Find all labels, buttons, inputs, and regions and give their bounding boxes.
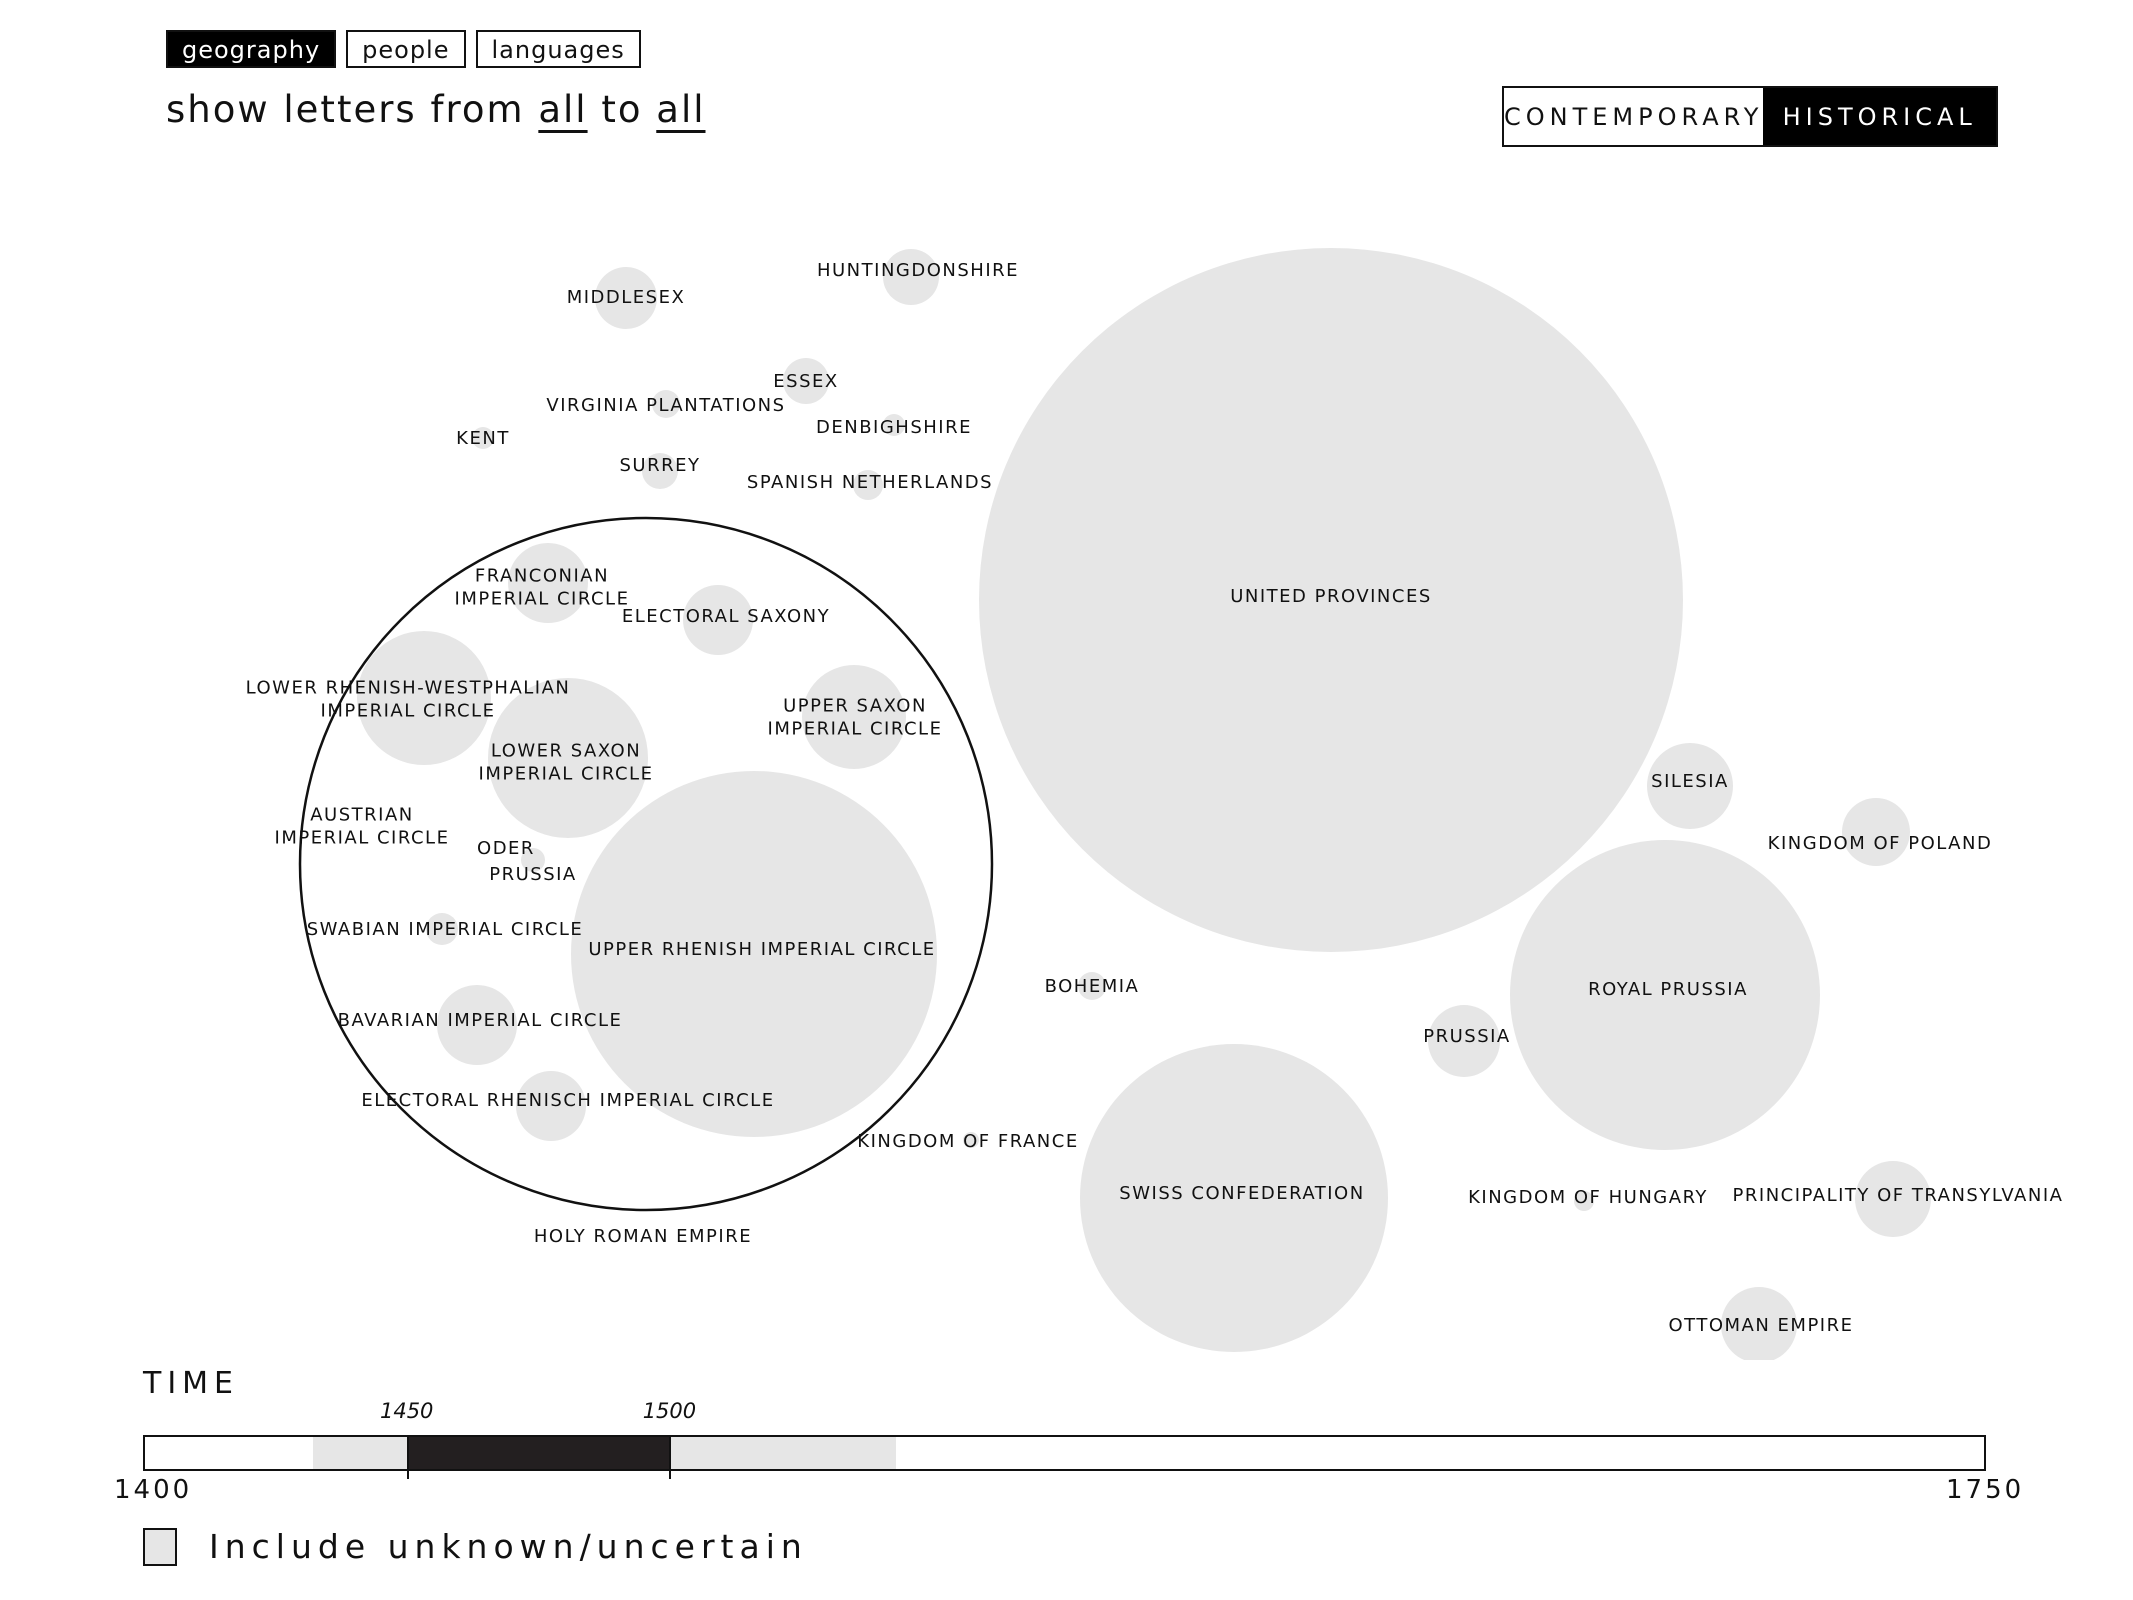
bubble-bohemia[interactable] [1078,972,1106,1000]
bubble-label-hre-prussia: PRUSSIA [489,864,577,885]
bubble-united-provinces[interactable] [979,248,1683,952]
bubble-hre-upper-rhenish-imperial-circle[interactable] [571,771,937,1137]
bubble-kingdom-of-hungary[interactable] [1574,1191,1594,1211]
bubble-label-hre-swabian-imperial-circle: SWABIAN IMPERIAL CIRCLE [307,919,584,940]
bubble-hre-swabian-imperial-circle[interactable] [426,913,458,945]
bubble-denbighshire[interactable] [883,414,905,436]
bubble-group-holy-roman-empire[interactable] [298,516,994,1212]
bubble-label-hre-lower-saxon-imperial-circle: LOWER SAXON IMPERIAL CIRCLE [479,741,654,785]
bubble-virginia-plantations[interactable] [652,390,680,418]
bubble-hre-electoral-rhenisch-imperial-circle[interactable] [516,1071,586,1141]
tab-languages[interactable]: languages [475,30,641,68]
bubble-label-hre-franconian-imperial-circle: FRANCONIAN IMPERIAL CIRCLE [455,566,630,610]
bubble-kingdom-of-poland[interactable] [1842,798,1910,866]
bubble-hre-franconian-imperial-circle[interactable] [508,543,588,623]
bubble-label-hre-electoral-saxony: ELECTORAL SAXONY [622,606,830,627]
bubble-label-kent: KENT [456,428,510,449]
bubble-label-hre-upper-rhenish-imperial-circle: UPPER RHENISH IMPERIAL CIRCLE [588,939,935,960]
bubble-kingdom-of-france[interactable] [963,1132,979,1148]
filter-from-selector[interactable]: all [538,88,588,131]
bubble-prussia[interactable] [1428,1005,1500,1077]
bubble-label-principality-of-transylvania: PRINCIPALITY OF TRANSYLVANIA [1733,1185,2064,1206]
view-tabs: geography people languages [166,30,641,68]
bubble-label-virginia-plantations: VIRGINIA PLANTATIONS [546,395,785,416]
bubble-hre-lower-rhenish-westphalian-imperial-circle[interactable] [357,631,491,765]
historical-toggle-button[interactable]: HISTORICAL [1763,88,1996,145]
bubble-label-swiss-confederation: SWISS CONFEDERATION [1119,1183,1364,1204]
bubble-hre-electoral-saxony[interactable] [683,585,753,655]
bubble-label-hre-austrian-imperial-circle: AUSTRIAN IMPERIAL CIRCLE [275,805,450,849]
bubble-label-silesia: SILESIA [1651,771,1729,792]
tab-geography[interactable]: geography [166,30,337,68]
bubble-label-spanish-netherlands: SPANISH NETHERLANDS [747,472,993,493]
include-unknown-row: Include unknown/uncertain [143,1527,808,1566]
bubble-middlesex[interactable] [595,267,657,329]
bubble-kent[interactable] [472,427,494,449]
include-unknown-label: Include unknown/uncertain [209,1527,808,1566]
filter-connector: to [601,88,643,131]
bubble-ottoman-empire[interactable] [1721,1287,1797,1360]
timeline-start-handle[interactable]: 1450 [380,1399,433,1479]
bubble-surrey[interactable] [642,453,678,489]
bubble-label-hre-lower-rhenish-westphalian-imperial-circle: LOWER RHENISH-WESTPHALIAN IMPERIAL CIRCLE [246,678,571,722]
bubble-label-kingdom-of-hungary: KINGDOM OF HUNGARY [1468,1187,1708,1208]
timeline-axis-min-label: 1400 [114,1475,193,1505]
time-title: TIME [143,1366,240,1401]
bubble-huntingdonshire[interactable] [883,249,939,305]
bubble-label-huntingdonshire: HUNTINGDONSHIRE [817,260,1019,281]
timeline-slider[interactable]: 1450 1500 [143,1399,1986,1479]
bubble-label-hre-upper-saxon-imperial-circle: UPPER SAXON IMPERIAL CIRCLE [768,696,943,740]
region-bubble-chart: HUNTINGDONSHIRE MIDDLESEX ESSEX VIRGINIA PL… [246,248,2064,1360]
timeline-selected-range[interactable] [407,1437,671,1469]
bubble-label-ottoman-empire: OTTOMAN EMPIRE [1669,1315,1854,1336]
bubble-silesia[interactable] [1647,743,1733,829]
bubble-hre-bavarian-imperial-circle[interactable] [437,985,517,1065]
bubble-principality-of-transylvania[interactable] [1855,1161,1931,1237]
filter-prefix: show letters from [166,88,525,131]
timeline-end-label: 1500 [642,1399,697,1423]
bubble-swiss-confederation[interactable] [1080,1044,1388,1352]
bubble-label-middlesex: MIDDLESEX [567,287,686,308]
timeline-end-handle[interactable]: 1500 [643,1399,696,1479]
bubble-label-holy-roman-empire: HOLY ROMAN EMPIRE [534,1226,752,1247]
bubble-label-bohemia: BOHEMIA [1045,976,1140,997]
include-unknown-checkbox[interactable] [143,1527,177,1566]
timeline-start-label: 1450 [379,1399,434,1423]
bubble-label-hre-electoral-rhenisch-imperial-circle: ELECTORAL RHENISCH IMPERIAL CIRCLE [361,1090,774,1111]
tab-people[interactable]: people [346,30,466,68]
contemporary-toggle-button[interactable]: CONTEMPORARY [1504,102,1764,131]
bubble-label-denbighshire: DENBIGHSHIRE [816,417,972,438]
letter-filter-sentence: show letters from all to all [166,88,706,131]
bubble-label-kingdom-of-france: KINGDOM OF FRANCE [857,1131,1078,1152]
timeline-axis-max-label: 1750 [1946,1475,2025,1505]
bubble-royal-prussia[interactable] [1510,840,1820,1150]
bubble-label-prussia: PRUSSIA [1423,1026,1511,1047]
bubble-label-kingdom-of-poland: KINGDOM OF POLAND [1768,833,1993,854]
filter-to-selector[interactable]: all [656,88,706,131]
bubble-label-surrey: SURREY [620,455,701,476]
bubble-label-essex: ESSEX [773,371,838,392]
bubble-label-royal-prussia: ROYAL PRUSSIA [1588,979,1748,1000]
bubble-essex[interactable] [783,358,829,404]
bubble-hre-lower-saxon-imperial-circle[interactable] [488,678,648,838]
bubble-label-hre-oder: ODER [477,838,535,859]
bubble-hre-prussia[interactable] [521,848,545,872]
bubble-label-hre-bavarian-imperial-circle: BAVARIAN IMPERIAL CIRCLE [338,1010,623,1031]
bubble-label-united-provinces: UNITED PROVINCES [1230,586,1432,607]
mode-toggle: CONTEMPORARY HISTORICAL [1502,86,1998,147]
bubble-hre-upper-saxon-imperial-circle[interactable] [802,665,906,769]
bubble-spanish-netherlands[interactable] [853,470,883,500]
